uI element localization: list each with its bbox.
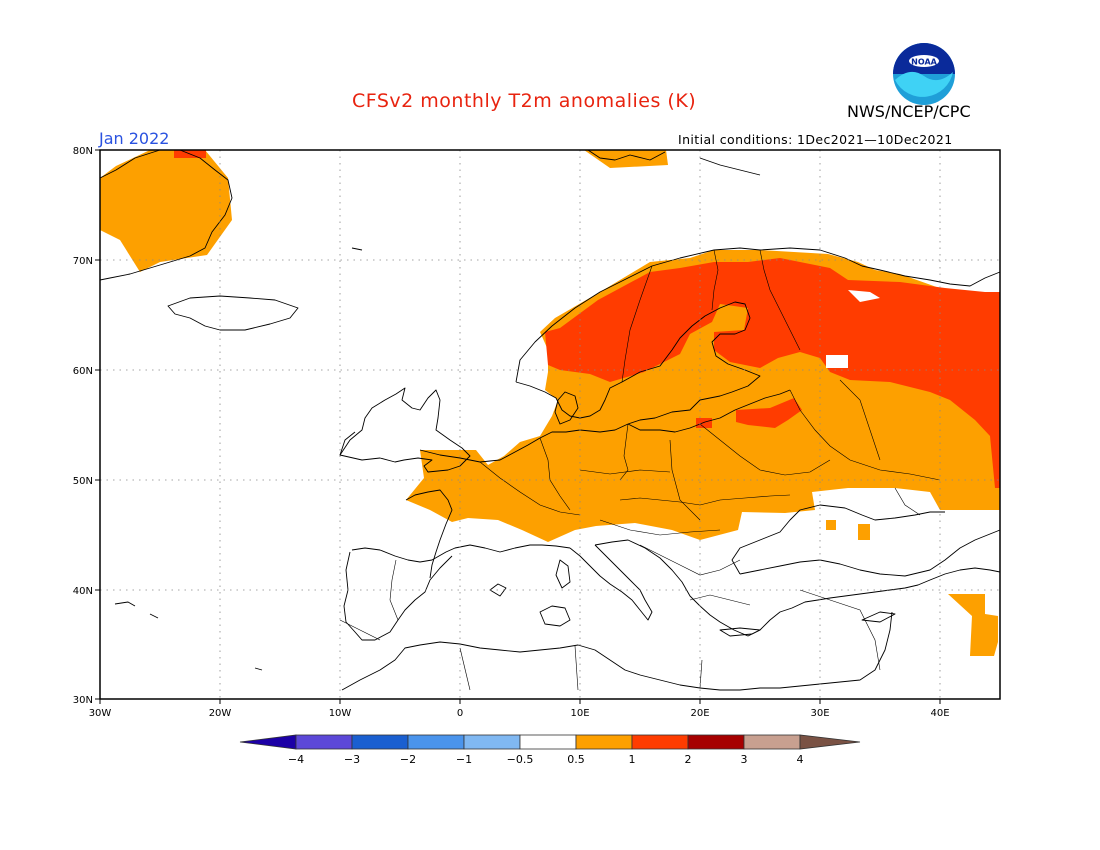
colorbar-tick-label: 1 [629,753,636,766]
anomaly-gaps [826,290,880,368]
lon-label: 20E [690,708,709,719]
noaa-logo-icon: NOAA [893,43,955,105]
colorbar-segment [519,734,577,750]
colorbar [239,734,861,750]
lon-label: 40E [930,708,949,719]
colorbar-segment [575,734,633,750]
coastlines [99,149,1001,691]
valid-month-label: Jan 2022 [99,129,170,148]
colorbar-segment [407,734,465,750]
colorbar-tick-label: −2 [400,753,416,766]
colorbar-segment [239,734,297,750]
colorbar-segment [631,734,689,750]
colorbar-tick-label: −4 [288,753,304,766]
anomaly-shading-orange [100,150,1000,656]
lat-label: 70N [73,256,93,267]
organization-label: NWS/NCEP/CPC [847,102,971,121]
lon-label: 30E [810,708,829,719]
map-gridlines [100,150,1000,699]
axis-ticks [95,149,941,704]
colorbar-segment [463,734,521,750]
colorbar-tick-label: −0.5 [507,753,534,766]
lat-label: 60N [73,366,93,377]
lon-label: 10E [570,708,589,719]
colorbar-tick-label: 2 [685,753,692,766]
svg-text:NOAA: NOAA [911,58,937,67]
longitude-labels: 30W 20W 10W 0 10E 20E 30E 40E [89,708,950,719]
colorbar-tick-label: 4 [797,753,804,766]
map-frame [99,149,1001,700]
lat-label: 50N [73,476,93,487]
colorbar-segment [295,734,353,750]
colorbar-segment [743,734,801,750]
lat-label: 80N [73,146,93,157]
colorbar-tick-label: −3 [344,753,360,766]
latitude-labels: 80N 70N 60N 50N 40N 30N [73,146,93,706]
colorbar-segment [351,734,409,750]
colorbar-tick-label: −1 [456,753,472,766]
initial-conditions-label: Initial conditions: 1Dec2021—10Dec2021 [678,132,953,147]
colorbar-labels: −4 −3 −2 −1 −0.5 0.5 1 2 3 4 [288,753,804,766]
lat-label: 40N [73,586,93,597]
colorbar-segment [799,734,861,750]
colorbar-tick-label: 3 [741,753,748,766]
country-borders [339,249,941,691]
lon-label: 20W [209,708,232,719]
chart-title: CFSv2 monthly T2m anomalies (K) [352,90,697,112]
lon-label: 0 [457,708,463,719]
lat-label: 30N [73,695,93,706]
lon-label: 10W [329,708,352,719]
colorbar-segment [687,734,745,750]
lon-label: 30W [89,708,112,719]
colorbar-tick-label: 0.5 [567,753,585,766]
